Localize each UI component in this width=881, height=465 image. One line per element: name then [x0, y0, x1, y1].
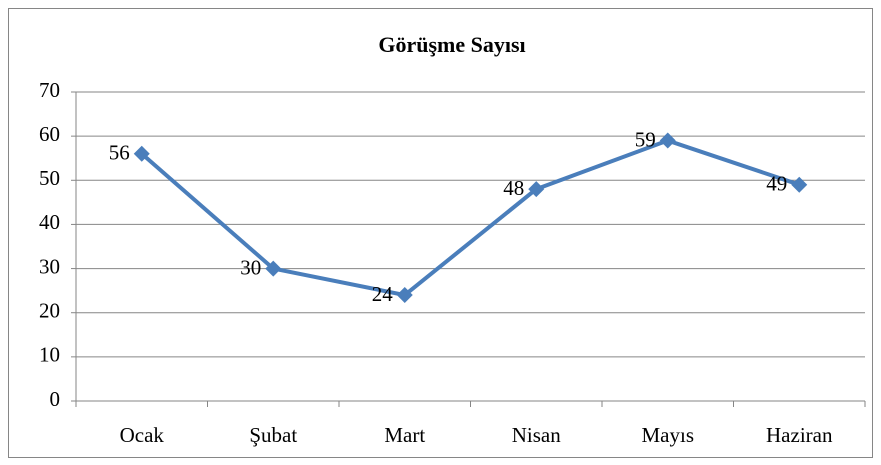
y-tick-label: 20 — [39, 299, 60, 323]
data-label: 24 — [372, 282, 394, 306]
data-label: 48 — [503, 176, 524, 200]
data-label: 56 — [109, 141, 130, 165]
data-label: 49 — [766, 172, 787, 196]
data-label: 30 — [240, 255, 261, 279]
marker — [396, 287, 413, 304]
series-line — [140, 138, 800, 298]
x-tick-label: Haziran — [766, 423, 833, 447]
y-tick-label: 10 — [39, 343, 60, 367]
y-tick-label: 40 — [39, 210, 60, 234]
marker — [265, 260, 282, 277]
x-tick-label: Mayıs — [642, 423, 695, 447]
y-tick-label: 60 — [39, 122, 60, 146]
x-tick-label: Şubat — [249, 423, 297, 447]
x-tick-label: Nisan — [512, 423, 561, 447]
y-tick-label: 70 — [39, 78, 60, 102]
x-tick-label: Ocak — [120, 423, 165, 447]
marker — [528, 181, 545, 198]
y-tick-label: 0 — [50, 387, 61, 411]
x-tick-label: Mart — [384, 423, 425, 447]
marker — [791, 176, 808, 193]
chart-border — [8, 8, 873, 458]
chart-title: Görüşme Sayısı — [378, 32, 525, 57]
marker — [133, 145, 150, 162]
y-tick-label: 30 — [39, 254, 60, 278]
marker — [659, 132, 676, 149]
y-tick-label: 50 — [39, 166, 60, 190]
data-label: 59 — [635, 127, 656, 151]
